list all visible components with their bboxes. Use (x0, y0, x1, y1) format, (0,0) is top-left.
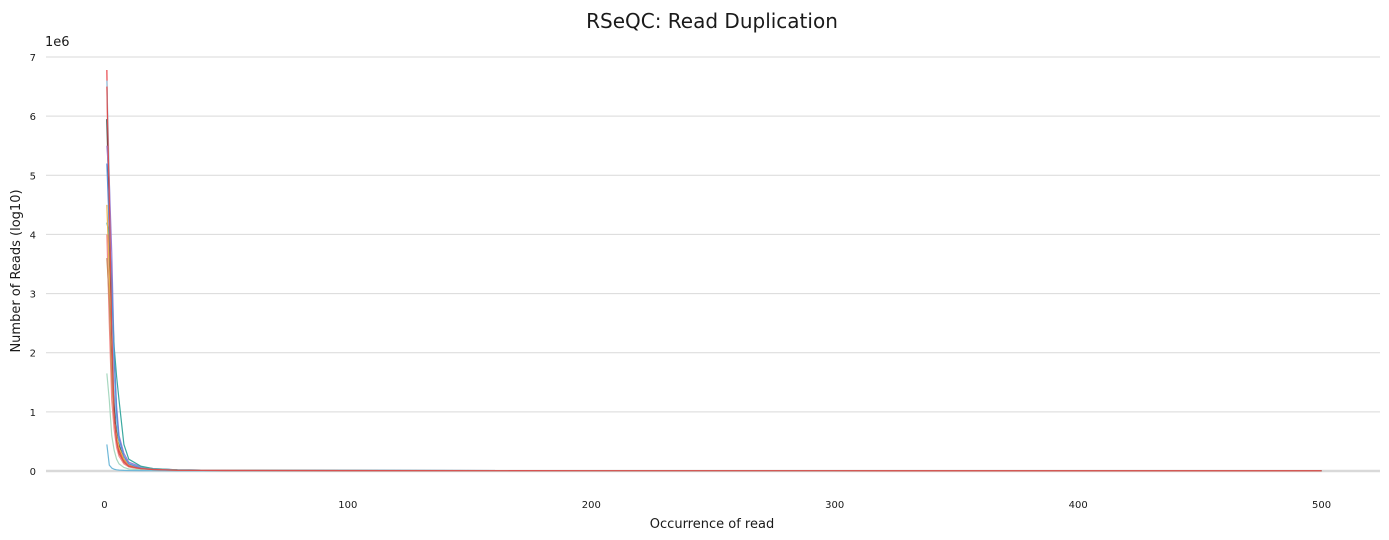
series-line-7 (106, 163, 1322, 472)
y-tick-label: 7 (30, 53, 36, 64)
x-tick-label: 500 (1312, 500, 1331, 511)
x-tick-label: 100 (338, 500, 357, 511)
series-line-6 (106, 204, 1322, 472)
series-lines (106, 70, 1322, 472)
x-tick-labels: 0 100 200 300 400 500 (101, 500, 1331, 511)
series-line-2 (106, 119, 1322, 472)
series-line-9 (106, 373, 1322, 472)
series-line-5 (106, 222, 1322, 472)
series-line-11 (106, 258, 1322, 472)
x-axis-label: Occurrence of read (650, 517, 774, 532)
series-line-10 (106, 444, 1322, 472)
y-tick-label: 0 (30, 467, 36, 478)
y-axis-offset-label: 1e6 (45, 35, 70, 50)
y-axis-label: Number of Reads (log10) (9, 189, 24, 352)
y-tick-label: 3 (30, 290, 36, 301)
series-line-4 (106, 145, 1322, 472)
series-line-1 (106, 70, 1322, 472)
x-tick-label: 0 (101, 500, 107, 511)
y-grid-lines (46, 56, 1380, 473)
y-tick-label: 5 (30, 171, 36, 182)
y-tick-label: 1 (30, 408, 36, 419)
x-tick-label: 400 (1069, 500, 1088, 511)
x-tick-label: 300 (825, 500, 844, 511)
x-tick-label: 200 (582, 500, 601, 511)
y-tick-label: 4 (30, 230, 36, 241)
y-tick-labels: 0 1 2 3 4 5 6 7 (30, 53, 36, 478)
y-tick-label: 2 (30, 349, 36, 360)
series-line-12 (106, 86, 1322, 472)
chart-title: RSeQC: Read Duplication (586, 9, 838, 33)
y-tick-label: 6 (30, 112, 36, 123)
